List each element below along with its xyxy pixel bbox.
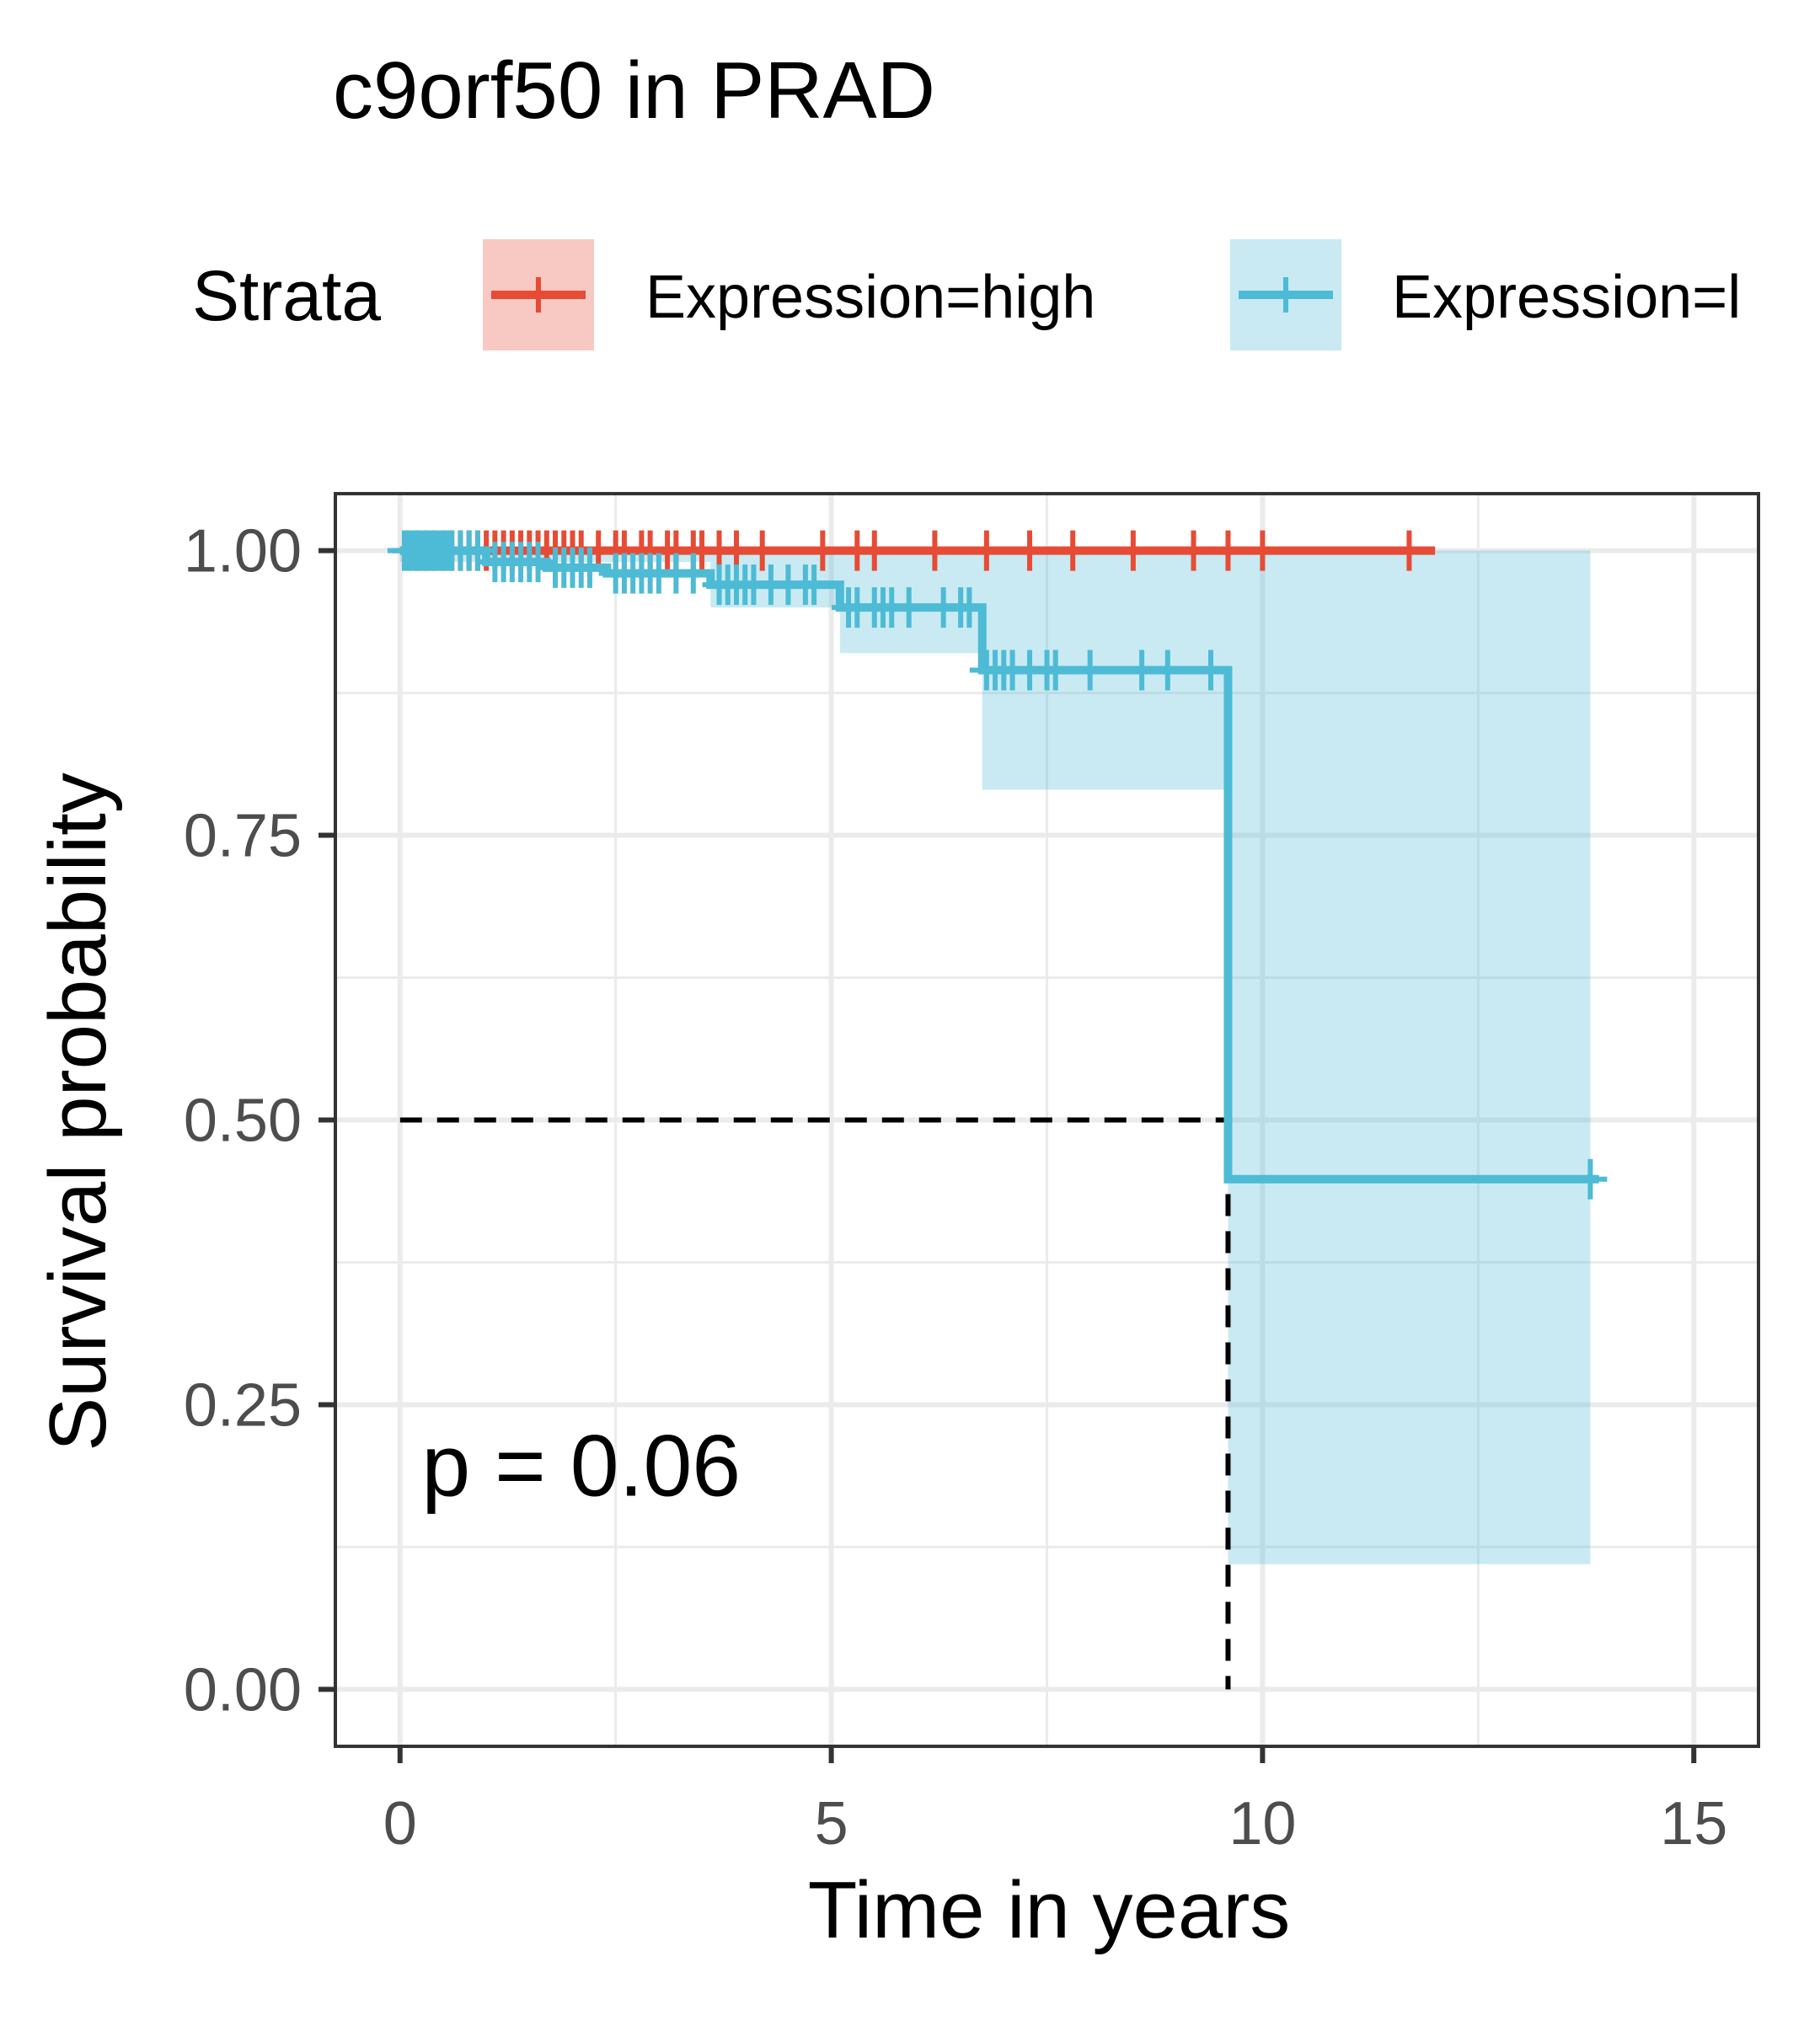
y-tick-label: 0.25 bbox=[184, 1371, 302, 1439]
legend-key-high bbox=[483, 239, 594, 350]
y-tick-label: 1.00 bbox=[184, 518, 302, 585]
x-axis-label: Time in years bbox=[808, 1865, 1291, 1955]
x-tick-label: 15 bbox=[1660, 1790, 1727, 1858]
chart-title: c9orf50 in PRAD bbox=[333, 45, 935, 136]
legend-label-low: Expression=l bbox=[1392, 264, 1741, 331]
x-tick-label: 0 bbox=[383, 1790, 417, 1858]
p-value-annotation: p = 0.06 bbox=[421, 1418, 741, 1515]
y-tick-label: 0.00 bbox=[184, 1656, 302, 1724]
x-tick-label: 10 bbox=[1228, 1790, 1296, 1858]
legend: Strata Expression=high Expression=l bbox=[192, 239, 1741, 350]
plot-panel: p = 0.06 0 5 10 15 0.00 0.25 0.50 0.75 1.00 bbox=[184, 492, 1760, 1858]
y-tick-label: 0.75 bbox=[184, 803, 302, 870]
legend-label-high: Expression=high bbox=[645, 264, 1095, 331]
legend-key-low bbox=[1230, 239, 1341, 350]
y-axis-label: Survival probability bbox=[33, 772, 123, 1451]
ci-band-1 bbox=[399, 550, 1591, 1564]
x-tick-label: 5 bbox=[815, 1790, 848, 1858]
legend-title: Strata bbox=[192, 256, 381, 335]
y-tick-label: 0.50 bbox=[184, 1088, 302, 1155]
